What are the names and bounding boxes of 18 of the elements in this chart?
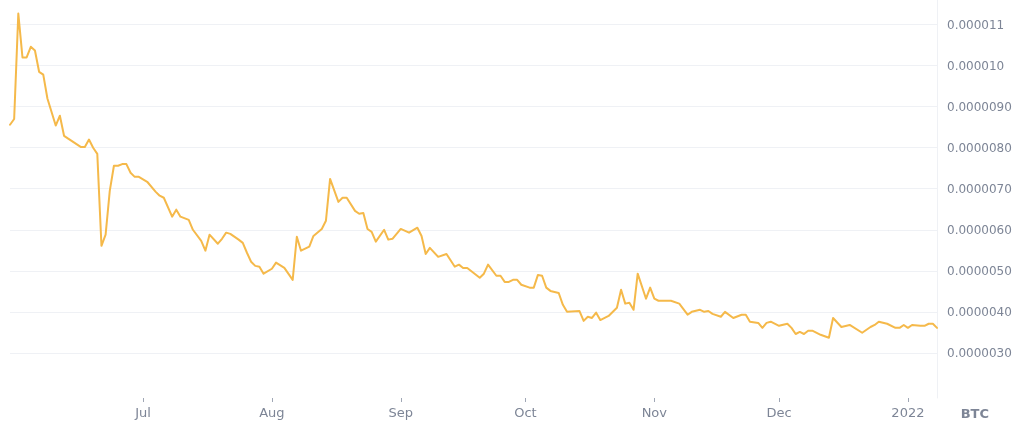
y-tick-label: 0.000011 — [947, 17, 1005, 32]
y-tick-label: 0.0000090 — [947, 99, 1012, 114]
line-series — [9, 12, 938, 339]
x-tick-label: 2022 — [891, 405, 925, 420]
x-tick-label: Dec — [766, 405, 792, 420]
x-tick-label: Aug — [259, 405, 285, 420]
y-axis-title: BTC — [960, 406, 990, 421]
y-tick-label: 0.0000080 — [947, 140, 1012, 155]
y-tick-label: 0.0000040 — [947, 304, 1012, 319]
x-tick-label: Jul — [134, 405, 151, 420]
y-tick-label: 0.000010 — [947, 58, 1005, 73]
x-tick-label: Sep — [388, 405, 414, 420]
y-tick-label: 0.0000050 — [947, 263, 1012, 278]
x-tick-label: Nov — [641, 405, 668, 420]
y-tick-label: 0.0000070 — [947, 181, 1012, 196]
y-tick-label: 0.0000060 — [947, 222, 1012, 237]
y-tick-label: 0.0000030 — [947, 345, 1012, 360]
x-tick-label: Oct — [514, 405, 537, 420]
